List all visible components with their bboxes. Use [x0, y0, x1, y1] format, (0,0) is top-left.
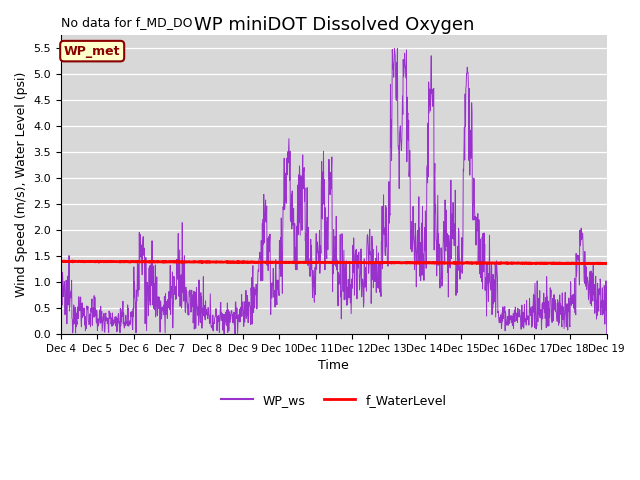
f_WaterLevel — [310, 259, 318, 265]
Text: WP_met: WP_met — [64, 45, 120, 58]
f_WaterLevel — [603, 261, 611, 266]
f_WaterLevel — [68, 258, 76, 264]
f_WaterLevel — [289, 259, 297, 265]
Text: No data for f_MD_DO: No data for f_MD_DO — [61, 16, 193, 29]
f_WaterLevel — [582, 261, 590, 267]
WP_ws — [122, 322, 129, 328]
f_WaterLevel — [57, 258, 65, 264]
Title: WP miniDOT Dissolved Oxygen: WP miniDOT Dissolved Oxygen — [194, 16, 474, 34]
Line: f_WaterLevel: f_WaterLevel — [61, 261, 607, 264]
Y-axis label: Wind Speed (m/s), Water Level (psi): Wind Speed (m/s), Water Level (psi) — [15, 72, 28, 298]
WP_ws — [99, 314, 107, 320]
f_WaterLevel — [122, 259, 130, 264]
WP_ws — [390, 46, 398, 51]
WP_ws — [300, 168, 308, 174]
f_WaterLevel — [368, 260, 376, 266]
Legend: WP_ws, f_WaterLevel: WP_ws, f_WaterLevel — [216, 389, 451, 411]
WP_ws — [310, 274, 317, 280]
WP_ws — [57, 298, 65, 303]
f_WaterLevel — [100, 259, 108, 264]
f_WaterLevel — [300, 259, 308, 265]
WP_ws — [603, 331, 611, 337]
Line: WP_ws: WP_ws — [61, 48, 607, 334]
WP_ws — [289, 200, 296, 206]
X-axis label: Time: Time — [319, 360, 349, 372]
WP_ws — [368, 282, 376, 288]
